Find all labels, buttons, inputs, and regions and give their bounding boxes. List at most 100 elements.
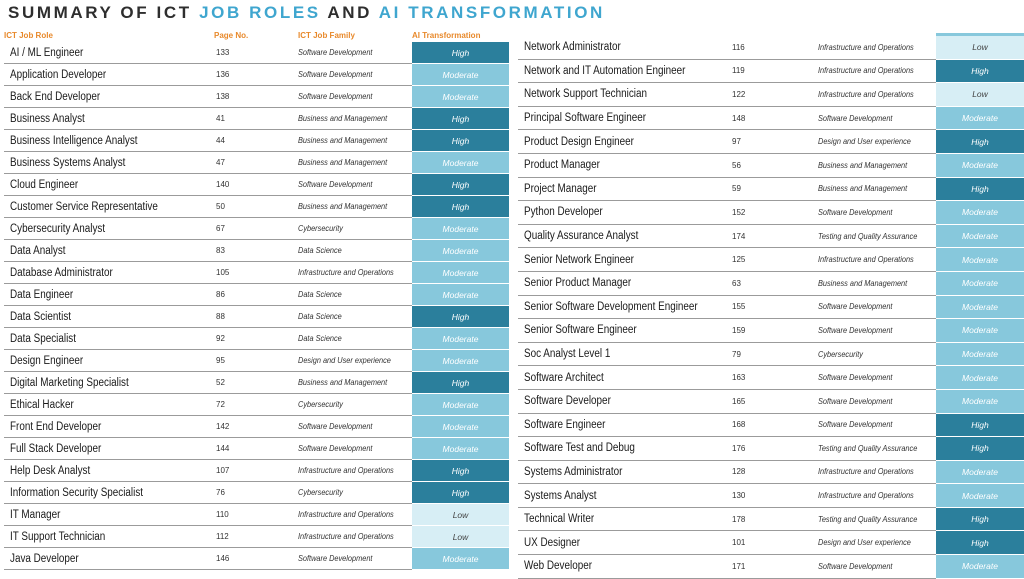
job-family-cell: Software Development [818,200,936,225]
job-role-cell: Data Analyst [4,239,214,262]
ai-transformation-cell: High [936,177,1024,202]
page-number-cell: 178 [730,507,818,532]
job-family-cell: Design and User experience [818,129,936,154]
job-role-cell: Business Systems Analyst [4,151,214,174]
table-row: Customer Service Representative 50 Busines… [4,195,509,218]
page-number-cell: 116 [730,36,818,60]
table-row: Senior Software Development Engineer 155 S… [518,295,1024,320]
job-role-cell: Front End Developer [4,415,214,438]
page-number-cell: 101 [730,530,818,556]
job-family-cell: Infrastructure and Operations [298,261,412,284]
job-role-cell: Systems Analyst [518,483,730,508]
job-role-cell: Back End Developer [4,85,214,108]
ai-transformation-cell: Moderate [936,365,1024,390]
job-role-cell: Software Developer [518,389,730,414]
ai-transformation-cell: Moderate [412,349,509,372]
ai-transformation-cell: Moderate [412,217,509,240]
title-part-3: AND [327,3,373,22]
job-role-cell: IT Manager [4,503,214,526]
job-family-cell: Design and User experience [818,530,936,556]
table-row: Business Analyst 41 Business and Managemen… [4,107,509,130]
job-role-cell: Principal Software Engineer [518,106,730,131]
title-part-2: JOB ROLES [199,3,321,22]
table-row: Network Support Technician 122 Infrastruct… [518,82,1024,107]
table-row: Data Specialist 92 Data Science Moderate [4,327,509,350]
ai-transformation-cell: High [936,530,1024,556]
page-number-cell: 130 [730,483,818,508]
table-row: Application Developer 136 Software Develop… [4,63,509,86]
table-row: Network and IT Automation Engineer 119 Inf… [518,59,1024,84]
ai-transformation-cell: High [936,413,1024,438]
table-row: Ethical Hacker 72 Cybersecurity Moderate [4,393,509,416]
ai-transformation-cell: Moderate [412,85,509,108]
table-row: Senior Product Manager 63 Business and Man… [518,271,1024,296]
page-number-cell: 76 [214,481,298,504]
job-role-cell: Product Design Engineer [518,129,730,154]
job-family-cell: Software Development [818,106,936,131]
job-family-cell: Infrastructure and Operations [818,460,936,485]
ai-transformation-cell: Low [412,503,509,526]
ai-transformation-cell: Moderate [412,327,509,350]
ai-transformation-cell: Moderate [936,318,1024,343]
page-number-cell: 47 [214,151,298,174]
table-row: Data Scientist 88 Data Science High [4,305,509,328]
job-family-cell: Business and Management [298,107,412,130]
page-number-cell: 148 [730,106,818,131]
job-role-cell: Senior Software Development Engineer [518,295,730,320]
ai-transformation-cell: Moderate [936,295,1024,320]
job-role-cell: Cloud Engineer [4,173,214,196]
table-row: Business Systems Analyst 47 Business and M… [4,151,509,174]
job-role-cell: AI / ML Engineer [4,42,214,64]
ai-transformation-cell: Low [936,82,1024,107]
table-row: Data Analyst 83 Data Science Moderate [4,239,509,262]
ai-transformation-cell: Moderate [936,483,1024,508]
page-number-cell: 50 [214,195,298,218]
ai-transformation-cell: High [412,371,509,394]
table-row: Design Engineer 95 Design and User experie… [4,349,509,372]
table-row: Software Developer 165 Software Developmen… [518,389,1024,414]
page-number-cell: 83 [214,239,298,262]
page-number-cell: 174 [730,224,818,249]
ai-transformation-cell: Moderate [936,200,1024,225]
job-family-cell: Cybersecurity [818,342,936,367]
ai-transformation-cell: Moderate [936,271,1024,296]
table-row: IT Manager 110 Infrastructure and Operatio… [4,503,509,526]
job-role-cell: Senior Software Engineer [518,318,730,343]
page-number-cell: 92 [214,327,298,350]
page-number-cell: 79 [730,342,818,367]
page-number-cell: 52 [214,371,298,394]
table-row: Full Stack Developer 144 Software Developm… [4,437,509,460]
ai-transformation-cell: High [412,481,509,504]
page-title: SUMMARY OF ICT JOB ROLES AND AI TRANSFOR… [8,3,605,23]
job-family-cell: Infrastructure and Operations [818,483,936,508]
page-number-cell: 112 [214,525,298,548]
table-row: Product Design Engineer 97 Design and User… [518,129,1024,154]
job-role-cell: Software Architect [518,365,730,390]
page-number-cell: 95 [214,349,298,372]
table-row: Cybersecurity Analyst 67 Cybersecurity Mode… [4,217,509,240]
job-family-cell: Business and Management [818,271,936,296]
job-role-cell: UX Designer [518,530,730,556]
ai-transformation-cell: High [412,305,509,328]
page-number-cell: 88 [214,305,298,328]
ai-transformation-cell: Moderate [936,153,1024,178]
table-row: AI / ML Engineer 133 Software Development H… [4,42,509,64]
job-family-cell: Business and Management [818,153,936,178]
job-family-cell: Infrastructure and Operations [298,459,412,482]
page-number-cell: 165 [730,389,818,414]
job-family-cell: Cybersecurity [298,393,412,416]
ai-transformation-cell: High [936,129,1024,154]
page-number-cell: 63 [730,271,818,296]
table-row: Principal Software Engineer 148 Software D… [518,106,1024,131]
job-family-cell: Cybersecurity [298,217,412,240]
title-part-4: AI TRANSFORMATION [378,3,605,22]
ai-transformation-cell: Moderate [412,63,509,86]
page-number-cell: 146 [214,547,298,570]
job-family-cell: Software Development [818,389,936,414]
header-family: ICT Job Family [298,30,355,40]
ai-transformation-cell: High [412,107,509,130]
table-row: Software Engineer 168 Software Development… [518,413,1024,438]
table-row: Help Desk Analyst 107 Infrastructure and O… [4,459,509,482]
ai-transformation-cell: Moderate [412,151,509,174]
ai-transformation-cell: Moderate [936,554,1024,579]
